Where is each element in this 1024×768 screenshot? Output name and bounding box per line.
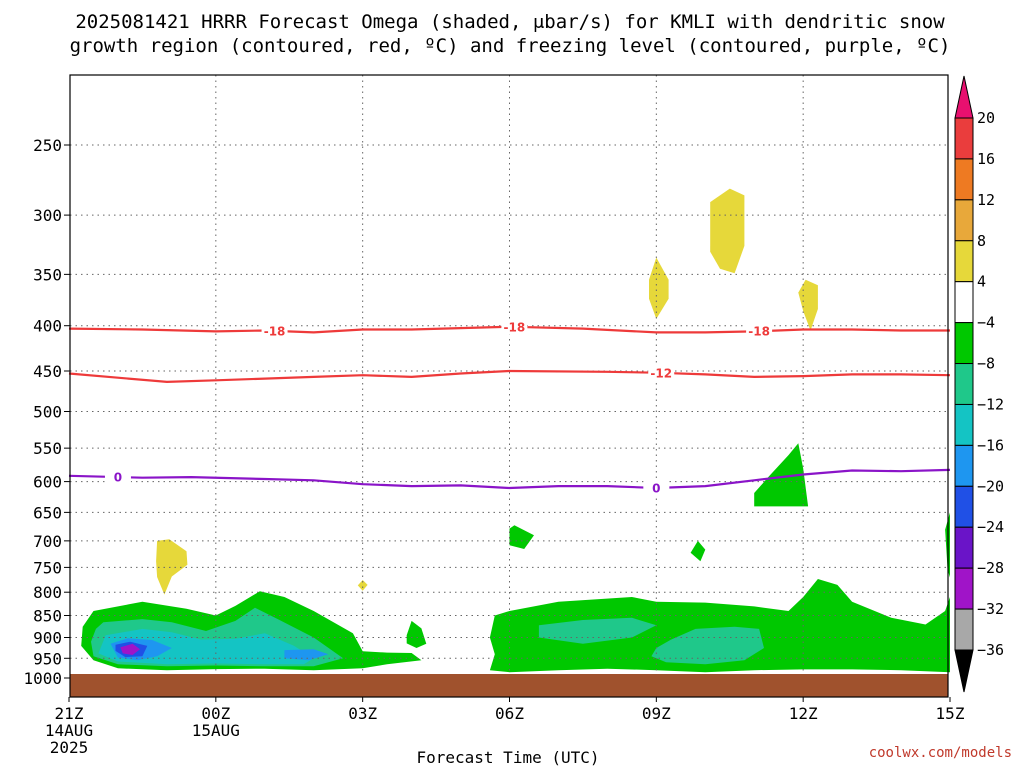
omega-region-1 <box>357 580 368 591</box>
y-tick-label: 400 <box>33 317 62 336</box>
omega-region-9 <box>754 443 809 507</box>
colorbar-label: −8 <box>977 355 995 373</box>
contour-label: -18 <box>748 325 770 339</box>
omega-region-0 <box>156 539 188 595</box>
colorbar-swatch <box>954 117 974 160</box>
omega-region-6 <box>406 620 427 648</box>
contour-label-bg <box>501 318 528 335</box>
omega-region-8 <box>690 540 706 562</box>
omega-region-14 <box>651 626 764 665</box>
y-tick-label: 300 <box>33 206 62 225</box>
x-tick-label: 15Z <box>936 704 965 723</box>
colorbar-label: −24 <box>977 518 1004 536</box>
x-tick-sublabel: 2025 <box>50 738 89 757</box>
contour-label-bg <box>261 322 288 339</box>
contour-label-bg <box>104 469 131 486</box>
y-tick-label: 950 <box>33 649 62 668</box>
x-tick-sublabel: 14AUG <box>45 721 93 740</box>
colorbar-label: −20 <box>977 477 1004 495</box>
contour-label-bg <box>643 479 670 496</box>
colorbar: 20 16 12 8 4 −4 −8 −12 −16 −20 −24 −28 −32 −36 <box>954 75 1004 693</box>
x-tick-label: 03Z <box>348 704 377 723</box>
colorbar-label: −4 <box>977 314 995 332</box>
y-tick-label: 850 <box>33 607 62 626</box>
colorbar-swatch <box>954 485 974 528</box>
contour-label-bg <box>648 364 675 381</box>
omega-region-4 <box>798 279 818 331</box>
colorbar-bottom-arrow <box>954 649 974 693</box>
y-tick-label: 1000 <box>23 669 62 688</box>
omega-region-19 <box>120 643 140 655</box>
colorbar-swatch <box>954 363 974 405</box>
omega-region-17 <box>284 649 329 661</box>
contour-label: -12 <box>650 366 672 380</box>
contour-label: -18 <box>504 320 526 334</box>
colorbar-label: −12 <box>977 395 1004 413</box>
x-tick-label: 06Z <box>495 704 524 723</box>
plot-area: -18 -18 -18 -12 0 0 <box>68 74 951 698</box>
x-tick-sublabel: 15AUG <box>192 721 240 740</box>
y-tick-label: 450 <box>33 362 62 381</box>
colorbar-label: 4 <box>977 273 986 291</box>
colorbar-swatch <box>954 567 974 610</box>
colorbar-label: 20 <box>977 109 995 127</box>
colorbar-label: 12 <box>977 191 995 209</box>
contour-label: 0 <box>652 481 660 495</box>
contour-line-1 <box>68 369 951 383</box>
contour-label: -18 <box>264 324 286 338</box>
omega-region-10 <box>489 579 950 673</box>
y-tick-label: 750 <box>33 558 62 577</box>
colorbar-label: 16 <box>977 150 995 168</box>
contour-line-2 <box>68 468 951 490</box>
y-tick-label: 900 <box>33 628 62 647</box>
colorbar-top-arrow <box>954 75 974 119</box>
colorbar-swatch <box>954 403 974 446</box>
colorbar-swatch <box>954 444 974 487</box>
grid-lines <box>70 75 948 697</box>
y-tick-label: 500 <box>33 403 62 422</box>
y-tick-label: 550 <box>33 439 62 458</box>
contour-lines: -18 -18 -18 -12 0 0 <box>68 318 951 496</box>
omega-shading <box>81 188 950 673</box>
x-tick-label: 12Z <box>789 704 818 723</box>
colorbar-swatch <box>954 158 974 201</box>
colorbar-swatch <box>954 240 974 283</box>
colorbar-label: 8 <box>977 232 986 250</box>
contour-line-0 <box>68 325 950 334</box>
y-tick-label: 350 <box>33 265 62 284</box>
colorbar-swatch <box>954 526 974 569</box>
y-tick-label: 250 <box>33 136 62 155</box>
colorbar-label: −32 <box>977 600 1004 618</box>
colorbar-label: −36 <box>977 641 1004 659</box>
x-tick-label: 21Z <box>55 704 84 723</box>
credit-text: coolwx.com/models <box>869 745 1012 761</box>
x-axis-label: Forecast Time (UTC) <box>416 748 599 767</box>
colorbar-label: −28 <box>977 559 1004 577</box>
y-tick-label: 800 <box>33 583 62 602</box>
colorbar-swatch <box>954 199 974 242</box>
omega-region-2 <box>649 257 669 319</box>
contour-label-bg <box>746 323 773 340</box>
omega-region-3 <box>710 188 745 274</box>
y-tick-label: 650 <box>33 503 62 522</box>
x-tick-label: 00Z <box>201 704 230 723</box>
y-tick-label: 600 <box>33 473 62 492</box>
chart-title-line2: growth region (contoured, red, ºC) and f… <box>70 35 951 57</box>
colorbar-label: −16 <box>977 436 1004 454</box>
chart-title-line1: 2025081421 HRRR Forecast Omega (shaded, … <box>75 11 945 33</box>
x-tick-label: 09Z <box>642 704 671 723</box>
omega-region-7 <box>509 525 534 549</box>
contour-label: 0 <box>114 471 122 485</box>
colorbar-swatch <box>954 322 974 365</box>
colorbar-swatch <box>954 608 974 651</box>
ground-surface <box>70 674 948 697</box>
colorbar-swatch <box>954 281 974 324</box>
y-axis-pressure: 250 300 350 400 450 500 550 600 650 700 750 800 850 9… <box>23 136 70 688</box>
y-tick-label: 700 <box>33 532 62 551</box>
